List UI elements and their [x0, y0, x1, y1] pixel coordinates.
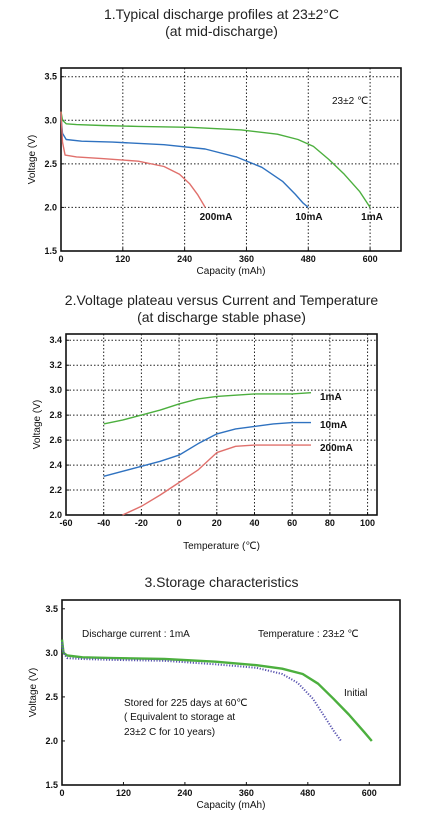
chart2-series-1ma-line: [103, 392, 312, 425]
chart2-ytick-label: 2.0: [49, 510, 62, 520]
chart2-xtick-label: -40: [97, 518, 110, 528]
chart3-xtick-label: 0: [59, 788, 64, 798]
chart2-xtick-label: 20: [212, 518, 222, 528]
chart2-ytick-label: 2.4: [49, 460, 62, 470]
chart1-legend-1ma: 1mA: [361, 212, 383, 223]
chart2-xtick-label: -20: [135, 518, 148, 528]
chart2-xtick-label: 40: [249, 518, 259, 528]
chart3-xtick-label: 600: [362, 788, 377, 798]
chart3-ytick-label: 2.5: [45, 692, 58, 702]
chart2-series-200ma-line: [122, 444, 311, 516]
chart1-xtick-label: 0: [58, 254, 63, 264]
chart3-xlabel: Capacity (mAh): [197, 800, 266, 811]
chart1-series-1ma-line: [60, 111, 371, 208]
chart2-ytick-label: 2.8: [49, 410, 62, 420]
chart1-ytick-label: 2.0: [44, 202, 57, 212]
discharge-profiles-chart: 0 120 240 360 480 600 1.5 2.0 2.5 3.0 3.5 Capacity …: [27, 67, 402, 277]
chart2-ytick-label: 3.4: [49, 335, 62, 345]
chart3-xtick-label: 360: [239, 788, 254, 798]
chart1-legend-200ma: 200mA: [200, 212, 233, 223]
chart2-title-line2: (at discharge stable phase): [137, 309, 306, 325]
chart2-legend-200ma: 200mA: [320, 443, 353, 454]
chart1-xtick-label: 120: [115, 254, 130, 264]
chart2-ytick-label: 2.2: [49, 485, 62, 495]
chart3-series-stored-line: [61, 642, 342, 742]
chart1-legend-10ma: 10mA: [295, 212, 322, 223]
chart3-ytick-label: 2.0: [45, 736, 58, 746]
chart1-plot-frame: [60, 67, 402, 252]
chart1-ytick-label: 1.5: [44, 246, 57, 256]
chart1-ytick-label: 2.5: [44, 159, 57, 169]
chart1-xtick-label: 240: [177, 254, 192, 264]
chart1-ytick-label: 3.0: [44, 115, 57, 125]
chart2-xtick-label: 60: [287, 518, 297, 528]
chart2-ytick-label: 3.2: [49, 360, 62, 370]
chart3-xtick-label: 480: [300, 788, 315, 798]
chart2-xtick-label: 100: [360, 518, 375, 528]
chart1-title-line2: (at mid-discharge): [165, 23, 278, 39]
chart3-annotation-discharge-current: Discharge current : 1mA: [82, 629, 190, 640]
chart2-xtick-label: -60: [59, 518, 72, 528]
chart2-series-10ma-line: [103, 421, 311, 477]
chart3-ytick-label: 3.5: [45, 604, 58, 614]
chart2-ytick-label: 3.0: [49, 385, 62, 395]
chart2-plot-frame: [65, 333, 378, 516]
chart3-plot-frame: [61, 599, 401, 786]
chart3-annotation-temperature: Temperature : 23±2 ℃: [258, 629, 359, 640]
chart3-series-initial-line: [60, 639, 373, 742]
chart2-title-line1: 2.Voltage plateau versus Current and Tem…: [64, 292, 379, 308]
chart1-title-line1: 1.Typical discharge profiles at 23±2°C: [103, 6, 340, 22]
chart3-annotation-stored-line3: 23±2 C for 10 years): [124, 727, 215, 738]
chart2-xtick-label: 80: [325, 518, 335, 528]
chart1-series-200ma-line: [60, 111, 206, 208]
chart2-ytick-label: 2.6: [49, 435, 62, 445]
chart1-xlabel: Capacity (mAh): [197, 266, 266, 277]
chart2-xtick-label: 0: [177, 518, 182, 528]
chart3-xtick-label: 120: [116, 788, 131, 798]
chart3-annotation-initial: Initial: [344, 688, 367, 699]
chart1-series-10ma-line: [60, 115, 309, 208]
chart1-ylabel: Voltage (V): [27, 135, 38, 184]
chart1-xtick-label: 360: [239, 254, 254, 264]
chart1-annotation-temperature: 23±2 ℃: [332, 96, 368, 107]
chart3-ytick-label: 1.5: [45, 780, 58, 790]
chart3-annotation-stored-line1: Stored for 225 days at 60℃: [124, 698, 248, 709]
chart3-annotation-stored-line2: ( Equivalent to storage at: [124, 712, 235, 723]
chart2-xlabel: Temperature (℃): [183, 541, 260, 552]
chart1-ytick-label: 3.5: [44, 72, 57, 82]
chart3-title: 3.Storage characteristics: [144, 574, 299, 590]
chart1-xtick-label: 600: [363, 254, 378, 264]
chart2-ylabel: Voltage (V): [32, 400, 43, 449]
chart2-legend-1ma: 1mA: [320, 392, 342, 403]
chart3-ytick-label: 3.0: [45, 648, 58, 658]
chart3-xtick-label: 240: [177, 788, 192, 798]
chart3-ylabel: Voltage (V): [28, 668, 39, 717]
voltage-plateau-chart: -60 -40 -20 0 20 40 60 80 100 2.0 2.2 2.4 2.6 2.8 3.0 3…: [32, 333, 378, 552]
chart1-xtick-label: 480: [301, 254, 316, 264]
chart2-legend-10ma: 10mA: [320, 420, 347, 431]
